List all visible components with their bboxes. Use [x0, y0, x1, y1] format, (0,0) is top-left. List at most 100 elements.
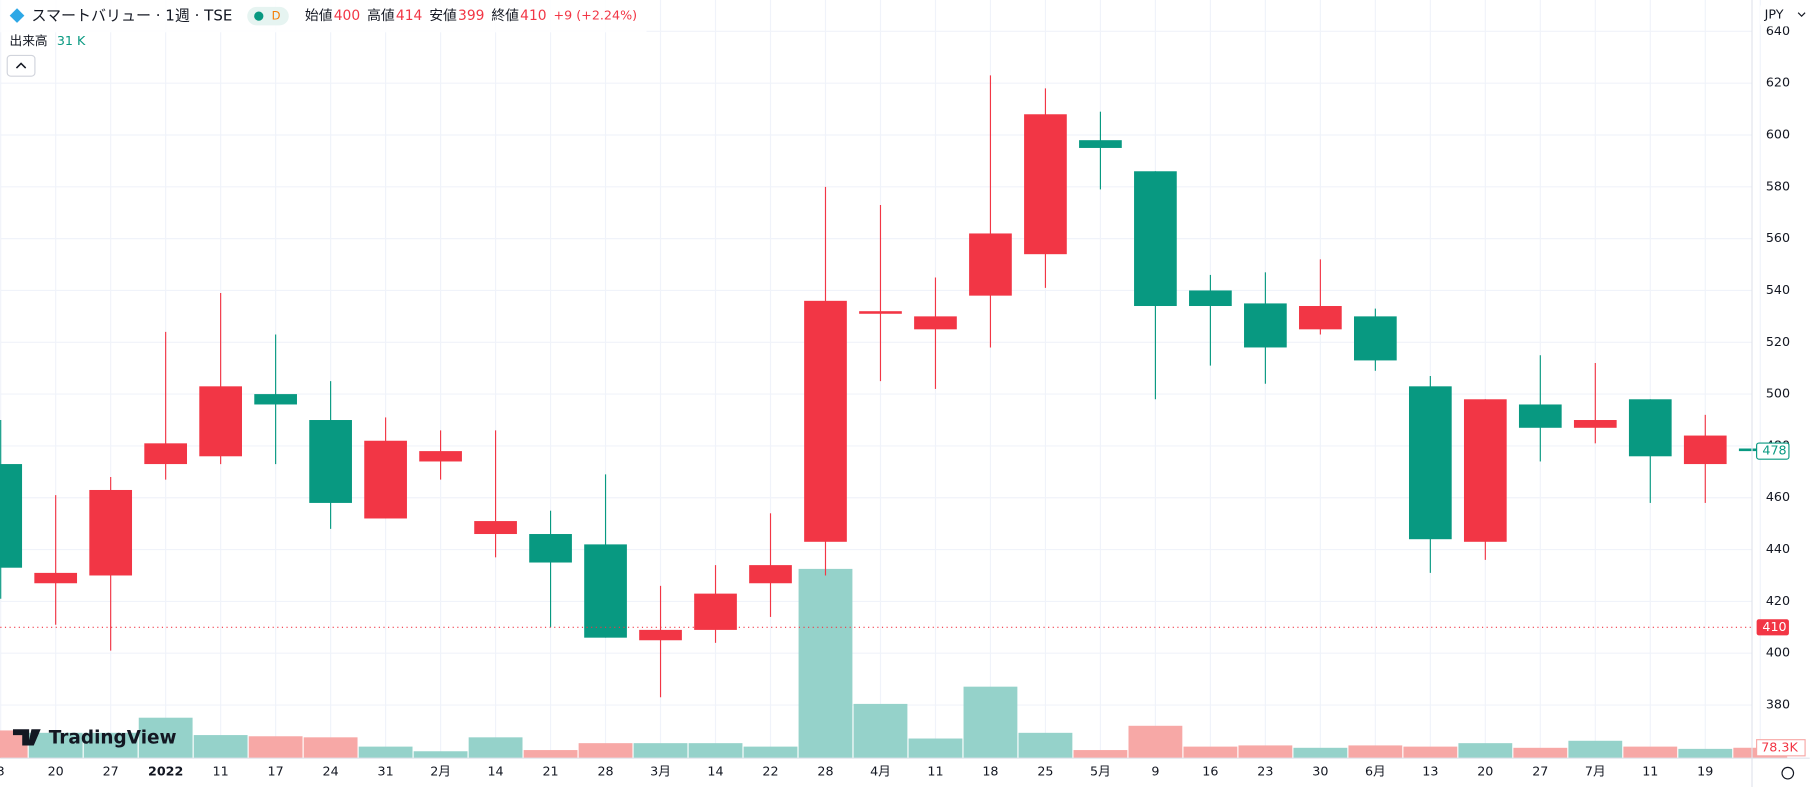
volume-bar [28, 732, 83, 759]
candle-body [529, 534, 572, 563]
last-price-box [1756, 442, 1790, 460]
volume-bar [193, 735, 248, 759]
candle-body [0, 464, 23, 568]
candle-body [1408, 386, 1452, 540]
settings-icon[interactable] [1781, 766, 1795, 780]
candle-body [914, 316, 957, 330]
y-tick-label: 400 [1766, 645, 1790, 660]
x-tick-label: 2月 [430, 763, 451, 778]
volume-bar [303, 737, 358, 759]
y-tick-label: 580 [1766, 178, 1790, 193]
candle-body [859, 311, 902, 314]
volume-label-box [1756, 739, 1806, 757]
x-tick-label: 17 [268, 763, 284, 778]
badge-bg[interactable] [247, 6, 289, 26]
volume-bar [1348, 745, 1403, 759]
ohlc-change: +9 (+2.24%) [554, 8, 638, 23]
x-tick-label: 14 [487, 763, 503, 778]
y-tick-label: 520 [1766, 334, 1790, 349]
x-tick-label: 22 [762, 763, 778, 778]
x-tick-label: 2022 [148, 763, 183, 778]
candle-body [474, 521, 517, 535]
ohlc-value: 399 [458, 8, 484, 24]
y-tick-label: 560 [1766, 230, 1790, 245]
collapse-button[interactable] [6, 54, 36, 77]
y-tick-label: 500 [1766, 386, 1790, 401]
volume-bar [1678, 748, 1733, 759]
currency-button[interactable] [1760, 3, 1807, 27]
volume-bar [1183, 746, 1238, 759]
volume-bar [523, 750, 578, 759]
x-tick-label: 28 [597, 763, 613, 778]
x-tick-label: 11 [1642, 763, 1658, 778]
volume-bar [468, 737, 523, 759]
volume-bar [1513, 747, 1568, 759]
candle-body [1134, 171, 1177, 307]
x-tick-label: 4月 [870, 763, 891, 778]
legend-bg [0, 0, 647, 33]
volume-bar [688, 743, 743, 759]
volume-bar [1018, 732, 1073, 759]
x-tick-label: 28 [817, 763, 833, 778]
x-tick-label: 31 [378, 763, 394, 778]
volume-bar [138, 717, 193, 759]
candle-body [1299, 306, 1342, 330]
volume-bar [1128, 725, 1183, 759]
status-dot [254, 11, 264, 21]
candle-body [364, 440, 407, 519]
candle-body [199, 386, 242, 457]
y-tick-label: 380 [1766, 697, 1790, 712]
candle-body [1244, 303, 1287, 348]
volume-bar [578, 743, 633, 759]
x-tick-label: 19 [1697, 763, 1713, 778]
candle-body [969, 233, 1012, 296]
volume-bar [413, 751, 468, 759]
candle-body [1189, 290, 1232, 307]
candle-body [749, 565, 792, 584]
logo-mark [12, 729, 41, 746]
candle-body [1079, 140, 1122, 148]
x-tick-label: 27 [103, 763, 119, 778]
candle-body [1463, 399, 1507, 542]
x-tick-label: 25 [1037, 763, 1053, 778]
ohlc-value: 400 [334, 8, 360, 24]
ohlc-label: 安値 [429, 8, 457, 24]
y-tick-label: 620 [1766, 75, 1790, 90]
candle-body [584, 544, 627, 638]
y-tick-label: 420 [1766, 593, 1790, 608]
x-tick-label: 20 [1477, 763, 1493, 778]
candle-body [419, 451, 462, 462]
x-tick-label: 24 [323, 763, 339, 778]
x-tick-label: 23 [1257, 763, 1273, 778]
candle-body [639, 629, 682, 641]
x-tick-label: 6月 [1365, 763, 1386, 778]
ohlc-label: 高値 [367, 7, 395, 24]
volume-bar [1458, 743, 1513, 759]
volume-bar [1238, 745, 1293, 759]
symbol-title: スマートバリュー · 1週 · TSE [31, 7, 232, 25]
x-tick-label: 30 [1312, 763, 1328, 778]
last-price-label: 478 [1762, 443, 1786, 458]
price-label: 410 [1762, 619, 1786, 634]
x-tick-label: 9 [1151, 763, 1159, 778]
volume-bar [83, 732, 138, 759]
x-tick-label: 16 [1202, 763, 1218, 778]
candle-body [1354, 316, 1397, 361]
x-tick-label: 27 [1532, 763, 1548, 778]
x-tick-label: 14 [707, 763, 723, 778]
volume-label: 出来高 [10, 33, 48, 48]
x-tick-label: 18 [982, 763, 998, 778]
ohlc-label: 終値 [491, 8, 519, 24]
candle-body [254, 394, 297, 405]
volume-value-label: 78.3K [1761, 739, 1798, 754]
x-tick-label: 5月 [1090, 763, 1111, 778]
candle-body [89, 489, 133, 576]
candle-body [804, 300, 847, 542]
currency-caret [1797, 12, 1806, 17]
volume-bar [798, 568, 853, 759]
badge: D [272, 9, 281, 23]
candle-body [694, 593, 737, 630]
x-tick-label: 11 [927, 763, 943, 778]
